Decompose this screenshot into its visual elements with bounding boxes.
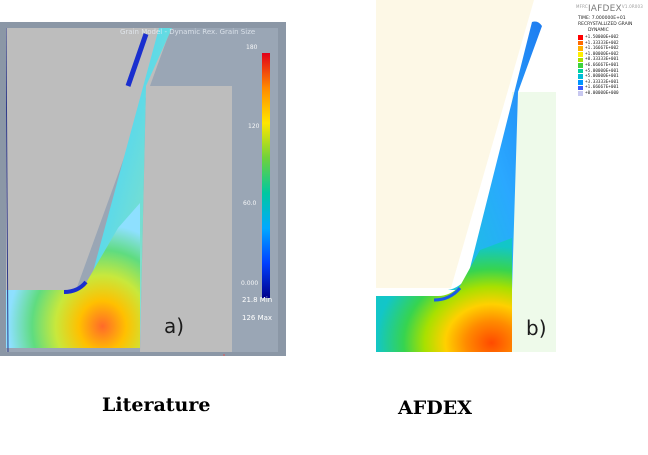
afdex-legend-row: +1.66667E+001 bbox=[578, 85, 619, 90]
edge-corner bbox=[63, 280, 88, 294]
afdex-legend-row: +3.33333E+001 bbox=[578, 80, 619, 85]
afdex-legend-swatch bbox=[578, 85, 583, 91]
viewport-edge bbox=[5, 27, 9, 353]
afdex-legend-value: +1.33333E+002 bbox=[585, 40, 619, 46]
max-label: 126 Max bbox=[242, 314, 273, 322]
panel-label-a: a) bbox=[164, 314, 185, 338]
afdex-legend-row: +5.00000E+001 bbox=[578, 69, 619, 74]
legend-tick-120: 120 bbox=[248, 123, 260, 130]
literature-contour-plot bbox=[5, 27, 278, 353]
afdex-material-wall bbox=[448, 21, 542, 290]
afdex-legend-row: +8.33333E+001 bbox=[578, 57, 619, 62]
afdex-edge-corner bbox=[433, 287, 462, 302]
afdex-legend-swatch bbox=[578, 52, 583, 57]
legend-tick-0: 0.000 bbox=[241, 280, 259, 287]
afdex-logo: MFRCIAFDEXV1.0R003 bbox=[576, 4, 644, 14]
punch-right bbox=[140, 86, 232, 352]
afdex-legend-value: +1.16667E+002 bbox=[585, 46, 619, 52]
panel-label-b: b) bbox=[526, 316, 547, 340]
literature-color-legend bbox=[262, 53, 270, 298]
axis-triad-icon: x bbox=[223, 354, 225, 356]
afdex-variable: RECRYSTALLIZED GRAIN bbox=[578, 22, 633, 27]
afdex-legend-row: +6.66667E+001 bbox=[578, 63, 619, 68]
min-label: 21.8 Min bbox=[242, 296, 273, 304]
afdex-legend-swatch bbox=[578, 57, 583, 63]
die-left bbox=[6, 28, 171, 290]
literature-simulation-panel: Grain Model - Dynamic Rex. Grain Size 18… bbox=[0, 22, 286, 356]
afdex-contour-plot bbox=[376, 0, 556, 352]
simulation-title: Grain Model - Dynamic Rex. Grain Size bbox=[120, 28, 256, 36]
afdex-legend-swatch bbox=[578, 80, 583, 85]
afdex-legend-swatch bbox=[578, 91, 583, 96]
afdex-legend: MFRCIAFDEXV1.0R003 TIME: 7.000000E+01 RE… bbox=[572, 3, 648, 103]
literature-viewport bbox=[5, 27, 278, 353]
afdex-legend-value: +6.66667E+001 bbox=[585, 63, 619, 68]
afdex-die-left bbox=[376, 0, 534, 288]
afdex-legend-row: +1.16667E+002 bbox=[578, 46, 619, 51]
afdex-legend-row: +5.00000E+001 bbox=[578, 74, 619, 79]
caption-afdex: AFDEX bbox=[398, 397, 472, 419]
afdex-legend-value: +0.00000E+000 bbox=[585, 91, 619, 96]
afdex-legend-swatch bbox=[578, 40, 583, 46]
afdex-legend-swatch bbox=[578, 63, 583, 68]
afdex-legend-value: +1.66667E+001 bbox=[585, 85, 619, 91]
legend-tick-180: 180 bbox=[246, 44, 258, 51]
afdex-punch-right bbox=[504, 92, 556, 352]
afdex-legend-row: +1.33333E+002 bbox=[578, 41, 619, 46]
afdex-material-base bbox=[376, 238, 512, 352]
afdex-time: TIME: 7.000000E+01 bbox=[578, 16, 626, 21]
afdex-legend-swatch bbox=[578, 74, 583, 79]
legend-tick-60: 60.0 bbox=[243, 200, 257, 207]
afdex-legend-swatch bbox=[578, 35, 583, 40]
afdex-legend-value: +8.33333E+001 bbox=[585, 57, 619, 63]
material-base bbox=[6, 203, 140, 348]
afdex-legend-value: +1.50000E+002 bbox=[585, 35, 619, 40]
afdex-legend-value: +5.00000E+001 bbox=[585, 74, 619, 80]
afdex-legend-value: +5.00000E+001 bbox=[585, 68, 619, 74]
afdex-legend-swatch bbox=[578, 46, 583, 51]
afdex-mode: DYNAMIC bbox=[588, 28, 609, 33]
edge-top bbox=[125, 33, 149, 87]
afdex-legend-value: +3.33333E+001 bbox=[585, 79, 619, 85]
afdex-legend-row: +1.00000E+002 bbox=[578, 52, 619, 57]
afdex-legend-row: +0.00000E+000 bbox=[578, 91, 619, 96]
caption-literature: Literature bbox=[102, 394, 211, 416]
afdex-legend-swatch bbox=[578, 68, 583, 74]
afdex-simulation-panel bbox=[376, 0, 566, 352]
afdex-legend-value: +1.00000E+002 bbox=[585, 51, 619, 57]
afdex-legend-row: +1.50000E+002 bbox=[578, 35, 619, 40]
